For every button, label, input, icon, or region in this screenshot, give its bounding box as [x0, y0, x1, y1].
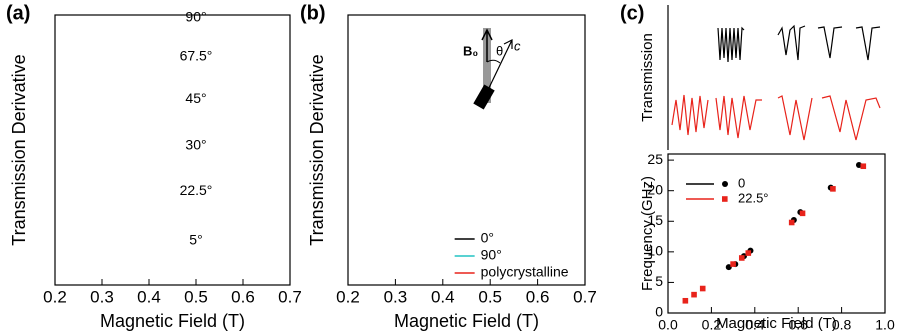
y-tick-label: 10 [647, 243, 663, 259]
x-tick-label: 0.6 [526, 287, 550, 306]
legend-marker [722, 181, 728, 187]
annotation: θ [496, 43, 503, 58]
x-tick-label: 0.4 [137, 287, 161, 306]
trace [715, 95, 762, 139]
x-tick-label: 0.4 [745, 317, 765, 331]
x-tick-label: 0.6 [788, 317, 808, 331]
plot-frame [667, 153, 886, 314]
y-tick-label: 0 [655, 304, 663, 320]
point [691, 291, 697, 298]
y-axis-label: Frequency (GHz) [639, 176, 656, 291]
angle-arc [486, 59, 501, 64]
trace [777, 24, 806, 61]
x-axis-label: Magnetic Field (T) [100, 311, 245, 331]
x-tick-label: 0.3 [384, 287, 408, 306]
x-tick-label: 0.2 [702, 317, 722, 331]
series-label: 45° [185, 90, 206, 106]
x-axis-label: Magnetic Field (T) [716, 315, 837, 331]
panel-label: (b) [300, 2, 326, 24]
trace [817, 26, 843, 59]
x-tick-label: 0.8 [832, 317, 852, 331]
inset-diagram: B₀ θ c [463, 28, 521, 110]
annotation: B₀ [463, 43, 478, 58]
series-label: 22.5° [180, 182, 213, 198]
point [830, 186, 836, 192]
series-label: 5° [189, 232, 202, 248]
y-axis-label: Transmission [639, 33, 656, 122]
point [799, 210, 806, 217]
y-axis-label: Transmission Derivative [9, 54, 29, 245]
x-tick-label: 1.0 [875, 317, 895, 331]
point [725, 264, 732, 271]
field-arrow [481, 28, 493, 62]
x-tick-label: 0.2 [336, 287, 360, 306]
trace [777, 95, 813, 141]
point [730, 261, 736, 267]
x-tick-label: 0.2 [43, 287, 67, 306]
plot-frame [54, 14, 291, 286]
series-label: 30° [185, 136, 206, 152]
crystal [473, 84, 495, 110]
point [855, 162, 862, 169]
trace [821, 95, 881, 141]
point [745, 250, 752, 256]
y-tick-label: 5 [655, 273, 663, 289]
transmission-traces [671, 24, 881, 141]
y-tick-label: 15 [647, 212, 663, 228]
point [682, 297, 689, 304]
x-axis-label: Magnetic Field (T) [394, 311, 539, 331]
legend-label: 90° [481, 247, 502, 263]
field-bar [483, 28, 491, 103]
plot-frame [347, 14, 586, 286]
point [738, 255, 745, 261]
panel-label: (c) [620, 2, 644, 24]
y-tick-label: 20 [647, 181, 663, 197]
x-tick-label: 0.7 [573, 287, 597, 306]
legend-label: 22.5° [738, 190, 769, 205]
point [788, 219, 795, 226]
point [699, 285, 706, 292]
series-label: 90° [185, 9, 206, 25]
y-tick-label: 25 [647, 151, 663, 167]
series-label: 67.5° [180, 48, 213, 64]
trace [717, 26, 745, 63]
x-tick-label: 0.5 [478, 287, 502, 306]
trace [671, 94, 709, 136]
legend-label: polycrystalline [481, 264, 569, 280]
legend-label: 0° [481, 230, 494, 246]
y-axis-label: Transmission Derivative [307, 54, 327, 245]
c-axis-arrow [486, 39, 513, 93]
plot-area [682, 162, 867, 304]
x-tick-label: 0.4 [431, 287, 455, 306]
annotation: c [514, 38, 521, 53]
panel-label: (a) [6, 2, 30, 24]
x-tick-label: 0.7 [278, 287, 302, 306]
trace [855, 26, 881, 61]
x-tick-label: 0.5 [184, 287, 208, 306]
legend-label: 0 [738, 175, 745, 190]
x-tick-label: 0.3 [90, 287, 114, 306]
x-tick-label: 0.0 [658, 317, 678, 331]
x-tick-label: 0.6 [231, 287, 255, 306]
point [860, 163, 867, 170]
legend-marker [722, 196, 728, 202]
